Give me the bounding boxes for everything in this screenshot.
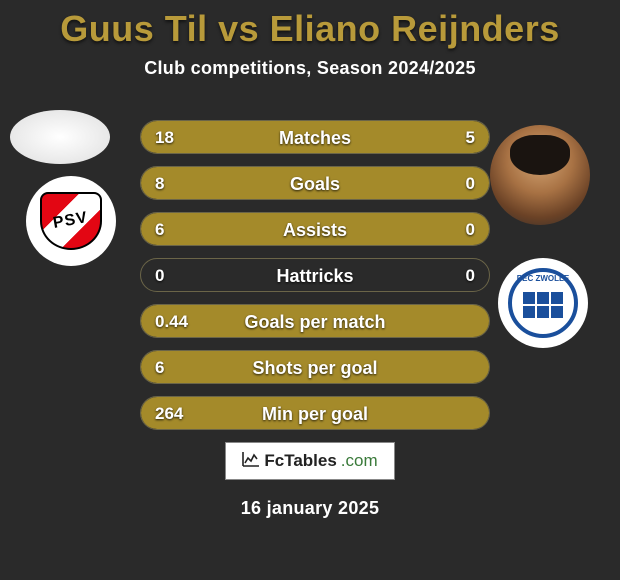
chart-icon — [242, 451, 260, 472]
stat-row: 60Assists — [140, 212, 490, 246]
comparison-subtitle: Club competitions, Season 2024/2025 — [0, 58, 620, 79]
stat-row: 264Min per goal — [140, 396, 490, 430]
stat-label: Hattricks — [141, 259, 489, 292]
branding-name: FcTables — [264, 451, 336, 471]
stat-label: Goals per match — [141, 305, 489, 338]
stat-row: 00Hattricks — [140, 258, 490, 292]
comparison-date: 16 january 2025 — [0, 498, 620, 519]
psv-shield-icon: PSV — [40, 192, 102, 250]
stat-label: Matches — [141, 121, 489, 154]
club1-short: PSV — [52, 209, 90, 233]
stat-label: Shots per goal — [141, 351, 489, 384]
stat-row: 185Matches — [140, 120, 490, 154]
player2-club-badge: PEC ZWOLLE — [498, 258, 588, 348]
pec-grid-icon — [523, 292, 563, 322]
player1-avatar — [10, 110, 110, 164]
branding-badge: FcTables.com — [225, 442, 395, 480]
stat-row: 0.44Goals per match — [140, 304, 490, 338]
stat-label: Goals — [141, 167, 489, 200]
pec-shield-icon: PEC ZWOLLE — [508, 268, 578, 338]
club2-short: PEC ZWOLLE — [517, 274, 569, 283]
stat-row: 80Goals — [140, 166, 490, 200]
branding-suffix: .com — [341, 451, 378, 471]
stat-row: 6Shots per goal — [140, 350, 490, 384]
player2-avatar — [490, 125, 590, 225]
player1-club-badge: PSV — [26, 176, 116, 266]
comparison-title: Guus Til vs Eliano Reijnders — [0, 0, 620, 50]
stat-label: Assists — [141, 213, 489, 246]
stats-chart: 185Matches 80Goals 60Assists 00Hattricks 0.4… — [140, 120, 490, 442]
stat-label: Min per goal — [141, 397, 489, 430]
